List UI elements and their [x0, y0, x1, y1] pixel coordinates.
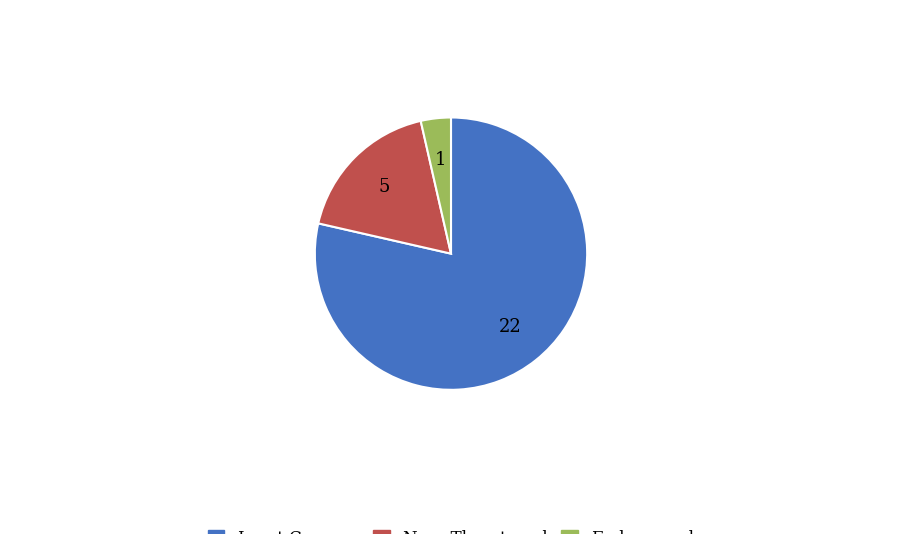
Wedge shape [420, 117, 451, 254]
Legend: Least Concern, Near Threatened, Endangered: Least Concern, Near Threatened, Endanger… [201, 523, 701, 534]
Text: 22: 22 [499, 318, 521, 336]
Text: 5: 5 [379, 178, 390, 196]
Wedge shape [318, 121, 451, 254]
Wedge shape [315, 117, 587, 390]
Text: 1: 1 [435, 151, 446, 169]
